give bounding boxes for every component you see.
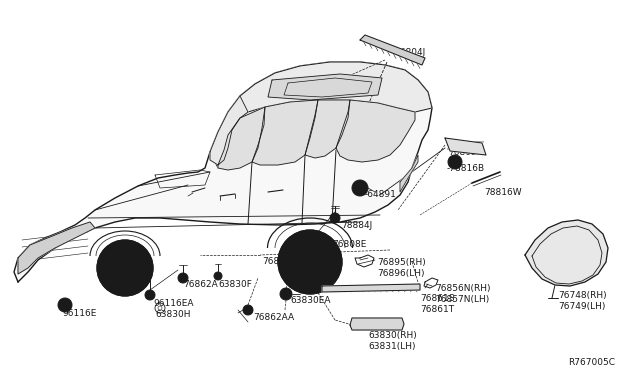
Text: 63830EA: 63830EA (290, 296, 330, 305)
Text: 63830(RH): 63830(RH) (368, 331, 417, 340)
Polygon shape (210, 96, 248, 165)
Polygon shape (14, 62, 432, 282)
Circle shape (352, 180, 368, 196)
Text: 63830F: 63830F (218, 280, 252, 289)
Polygon shape (360, 35, 425, 65)
Polygon shape (235, 62, 432, 118)
Text: 78816W: 78816W (484, 188, 522, 197)
Circle shape (58, 298, 72, 312)
Text: -64891: -64891 (365, 190, 397, 199)
Polygon shape (336, 100, 415, 162)
Circle shape (448, 155, 462, 169)
Text: 76856N(RH): 76856N(RH) (435, 284, 490, 293)
Polygon shape (322, 284, 420, 292)
Text: 76862AA: 76862AA (253, 313, 294, 322)
Circle shape (330, 213, 340, 223)
Text: 76804J: 76804J (394, 48, 425, 57)
Circle shape (298, 250, 322, 274)
Text: 76861T: 76861T (420, 305, 454, 314)
Text: 76808E: 76808E (332, 240, 366, 249)
Text: 63830H: 63830H (155, 310, 191, 319)
Text: 96116EA: 96116EA (153, 299, 193, 308)
Text: 76896(LH): 76896(LH) (377, 269, 424, 278)
Circle shape (280, 288, 292, 300)
Text: 76895(RH): 76895(RH) (377, 258, 426, 267)
Text: 76805M: 76805M (448, 148, 484, 157)
Polygon shape (525, 220, 608, 286)
Text: 76749(LH): 76749(LH) (558, 302, 605, 311)
Polygon shape (252, 100, 318, 165)
Text: 96116E: 96116E (62, 309, 97, 318)
Text: 76862A: 76862A (183, 280, 218, 289)
Circle shape (178, 273, 188, 283)
Text: 78884J: 78884J (341, 221, 372, 230)
Circle shape (243, 305, 253, 315)
Circle shape (97, 240, 153, 296)
Polygon shape (445, 138, 486, 155)
Polygon shape (218, 107, 265, 170)
Polygon shape (268, 74, 382, 100)
Circle shape (278, 230, 342, 294)
Text: 76861S: 76861S (420, 294, 454, 303)
Polygon shape (350, 318, 404, 330)
Circle shape (145, 290, 155, 300)
Text: -78816B: -78816B (447, 164, 485, 173)
Polygon shape (18, 222, 95, 274)
Polygon shape (305, 100, 350, 158)
Circle shape (214, 272, 222, 280)
Text: 76857N(LH): 76857N(LH) (435, 295, 489, 304)
Text: 63831(LH): 63831(LH) (368, 342, 415, 351)
Text: 7680BEA: 7680BEA (262, 257, 303, 266)
Text: 76748(RH): 76748(RH) (558, 291, 607, 300)
Polygon shape (400, 155, 418, 192)
Text: R767005C: R767005C (568, 358, 615, 367)
Circle shape (116, 259, 134, 277)
